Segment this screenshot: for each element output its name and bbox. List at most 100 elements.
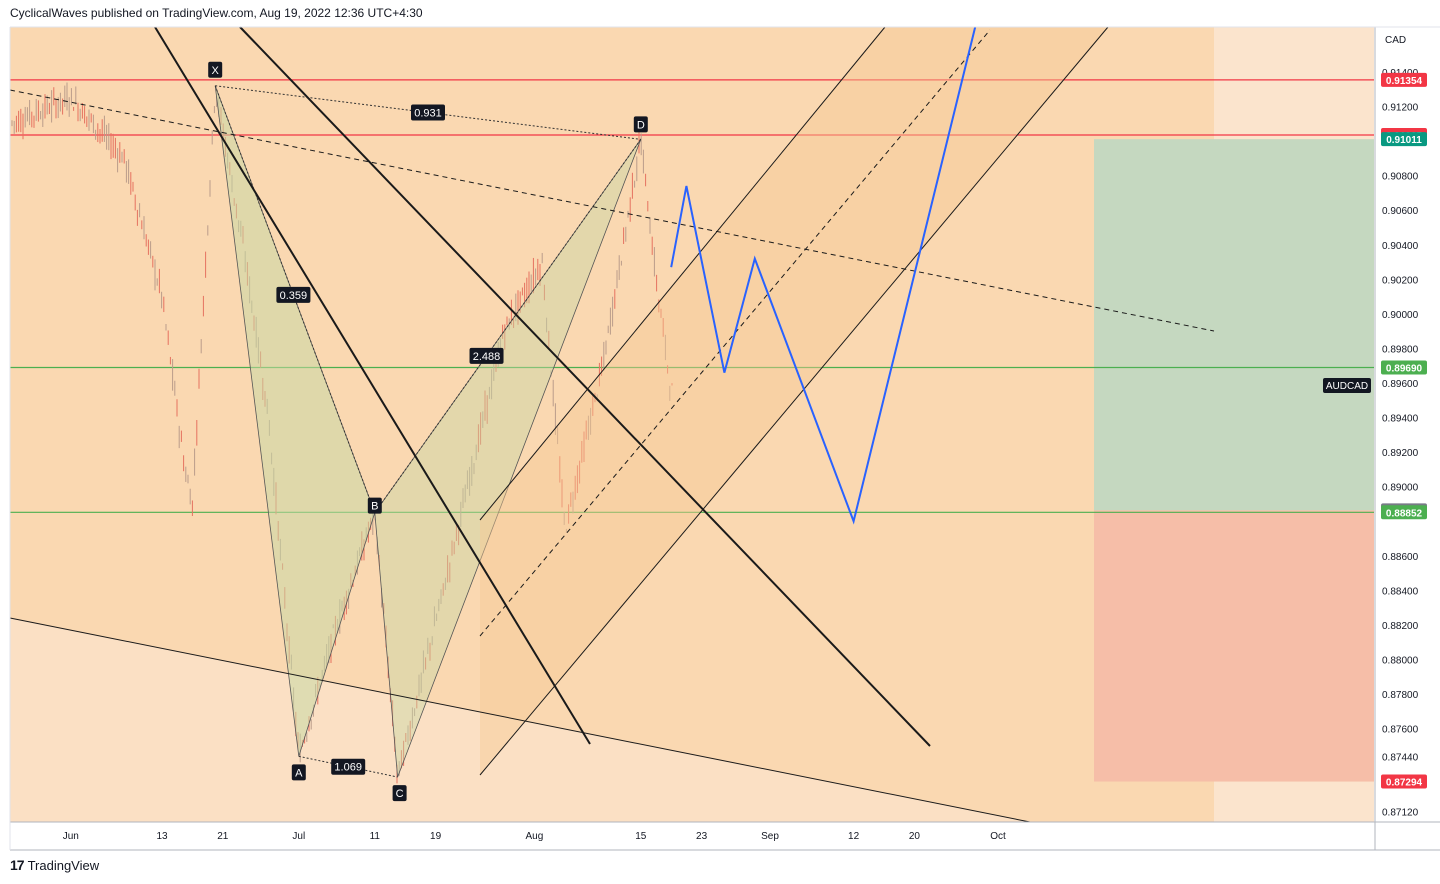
tradingview-brand-text: TradingView <box>27 857 100 873</box>
ratio-label-3: 0.931 <box>411 104 445 121</box>
axes-layer: CAD0.914000.912000.908000.906000.904000.… <box>9 26 1440 851</box>
y-tick-label: 0.87800 <box>1382 690 1419 701</box>
price-label-0.91011: 0.91011 <box>1381 132 1427 147</box>
ratio-label-text: 0.931 <box>414 108 442 120</box>
y-tick-label: 0.89400 <box>1382 414 1419 425</box>
labels-layer: 0.913540.910350.910110.896900.888630.888… <box>208 61 1427 802</box>
lower-support-line <box>9 617 1031 823</box>
pattern-point-text: X <box>212 65 220 77</box>
y-tick-label: 0.90400 <box>1382 241 1419 252</box>
pattern-point-x: X <box>208 61 223 78</box>
price-label-box <box>1381 360 1427 375</box>
y-tick-label: 0.88400 <box>1382 586 1419 597</box>
pattern-point-b: B <box>367 497 382 514</box>
pattern-point-box <box>392 785 407 802</box>
price-label-text: 0.91011 <box>1386 135 1422 146</box>
x-tick-label: 15 <box>635 831 647 842</box>
price-label-box <box>1381 132 1427 147</box>
loss-zone <box>1094 510 1374 782</box>
publish-header: CyclicalWaves published on TradingView.c… <box>10 6 423 20</box>
downtrend-line-main <box>239 26 931 747</box>
pattern-point-text: D <box>637 119 645 131</box>
pattern-point-box <box>291 764 306 781</box>
pattern-point-d: D <box>633 116 648 133</box>
ratio-label-1: 1.069 <box>331 758 366 775</box>
price-label-text: 0.89690 <box>1386 363 1423 374</box>
y-tick-label: 0.89200 <box>1382 448 1419 459</box>
downtrend-line-steep <box>154 26 591 745</box>
x-tick-label: Jul <box>292 831 305 842</box>
channel-lower-line <box>479 26 1109 776</box>
projection-path-line <box>670 26 977 525</box>
price-label-text: 0.91354 <box>1386 76 1423 87</box>
symbol-label-text: AUDCAD <box>1326 381 1368 392</box>
ac-dotted <box>298 755 398 778</box>
price-label-box <box>1381 774 1427 789</box>
x-tick-label: Aug <box>526 831 544 842</box>
price-label-box <box>1381 72 1427 87</box>
price-label-0.88852: 0.88852 <box>1381 505 1427 520</box>
symbol-label-box <box>1323 378 1371 393</box>
x-tick-label: 19 <box>430 831 442 842</box>
x-tick-label: 13 <box>156 831 168 842</box>
pattern-point-text: A <box>295 767 303 779</box>
position-zones-layer <box>1094 139 1374 782</box>
projection-layer <box>670 26 977 525</box>
y-tick-label: 0.90600 <box>1382 206 1419 217</box>
ratio-label-box <box>276 286 311 303</box>
x-tick-label: Sep <box>761 831 779 842</box>
price-label-0.89690: 0.89690 <box>1381 360 1427 375</box>
ratio-label-0: 0.359 <box>276 286 311 303</box>
dashed-resistance-line <box>9 89 1215 332</box>
x-tick-label: Jun <box>63 831 79 842</box>
y-tick-label: 0.90000 <box>1382 310 1419 321</box>
y-tick-label: 0.89000 <box>1382 483 1419 494</box>
x-tick-label: 21 <box>217 831 229 842</box>
price-label-0.91354: 0.91354 <box>1381 72 1427 87</box>
x-tick-label: 23 <box>696 831 708 842</box>
price-label-0.87294: 0.87294 <box>1381 774 1427 789</box>
y-tick-label: 0.89600 <box>1382 379 1419 390</box>
profit-zone <box>1094 139 1374 511</box>
y-tick-label: 0.90800 <box>1382 172 1419 183</box>
pattern-point-text: B <box>371 501 378 513</box>
price-label-box <box>1381 505 1427 520</box>
y-tick-label: 0.87440 <box>1382 752 1419 763</box>
y-tick-label: 0.91200 <box>1382 103 1419 114</box>
price-label-text: 0.88852 <box>1386 508 1423 519</box>
ratio-label-text: 1.069 <box>334 762 362 774</box>
pattern-point-box <box>208 61 223 78</box>
y-tick-label: 0.90200 <box>1382 275 1419 286</box>
tradingview-logo-icon: 17 <box>10 857 25 873</box>
x-tick-label: Oct <box>990 831 1006 842</box>
x-tick-label: 12 <box>848 831 860 842</box>
bd-dotted <box>374 139 642 513</box>
ratio-label-2: 2.488 <box>469 347 504 364</box>
currency-label: CAD <box>1385 35 1406 46</box>
y-tick-label: 0.87600 <box>1382 725 1419 736</box>
pattern-point-a: A <box>291 764 306 781</box>
footer-brand[interactable]: 17 TradingView <box>10 857 99 873</box>
y-tick-label: 0.88600 <box>1382 552 1419 563</box>
symbol-label: AUDCAD <box>1323 378 1371 393</box>
horizontal-levels-layer <box>10 79 1374 513</box>
x-tick-label: 11 <box>370 831 381 842</box>
ratio-label-box <box>331 758 366 775</box>
ratio-label-text: 0.359 <box>280 290 308 302</box>
ratio-label-box <box>469 347 504 364</box>
ratio-label-text: 2.488 <box>473 351 501 363</box>
y-tick-label: 0.88200 <box>1382 621 1419 632</box>
y-tick-label: 0.87120 <box>1382 808 1419 819</box>
ratio-label-box <box>411 104 445 121</box>
pattern-point-box <box>633 116 648 133</box>
pattern-point-text: C <box>396 788 404 800</box>
y-tick-label: 0.88000 <box>1382 656 1419 667</box>
xd-dotted <box>215 85 641 140</box>
harmonic-pattern-layer <box>9 26 1215 823</box>
x-tick-label: 20 <box>909 831 921 842</box>
price-label-text: 0.87294 <box>1386 778 1423 789</box>
y-tick-label: 0.89800 <box>1382 344 1419 355</box>
pattern-point-box <box>367 497 382 514</box>
channel-upper-line <box>479 26 886 521</box>
